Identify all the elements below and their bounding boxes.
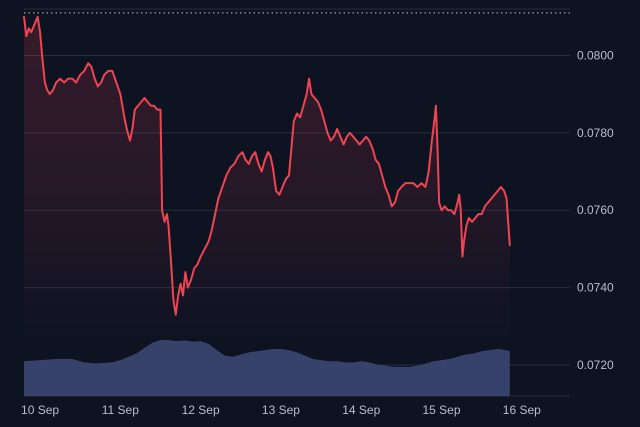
x-tick-label-2: 12 Sep (182, 403, 220, 417)
price-line (23, 15, 511, 316)
y-tick-label-2: 0.0760 (577, 203, 614, 217)
x-tick-label-5: 15 Sep (423, 403, 461, 417)
x-tick-label-1: 11 Sep (102, 403, 139, 417)
price-line-series (23, 15, 511, 316)
volume-area (24, 340, 510, 396)
price-area-shape (24, 16, 510, 341)
y-tick-label-3: 0.0740 (577, 281, 614, 295)
x-tick-label-3: 13 Sep (262, 403, 300, 417)
y-tick-label-4: 0.0720 (577, 358, 614, 372)
volume-area-shape (24, 340, 510, 396)
x-tick-label-4: 14 Sep (342, 403, 380, 417)
y-tick-label-1: 0.0780 (577, 126, 614, 140)
price-area-fill (24, 16, 510, 341)
y-tick-label-0: 0.0800 (577, 48, 614, 62)
y-axis-tick-labels: 0.0800 0.0780 0.0760 0.0740 0.0720 (577, 48, 614, 372)
x-axis-tick-labels: 10 Sep 11 Sep 12 Sep 13 Sep 14 Sep 15 Sep 16 S… (21, 403, 541, 417)
x-tick-label-0: 10 Sep (21, 403, 59, 417)
x-tick-label-6: 16 Sep (503, 403, 541, 417)
